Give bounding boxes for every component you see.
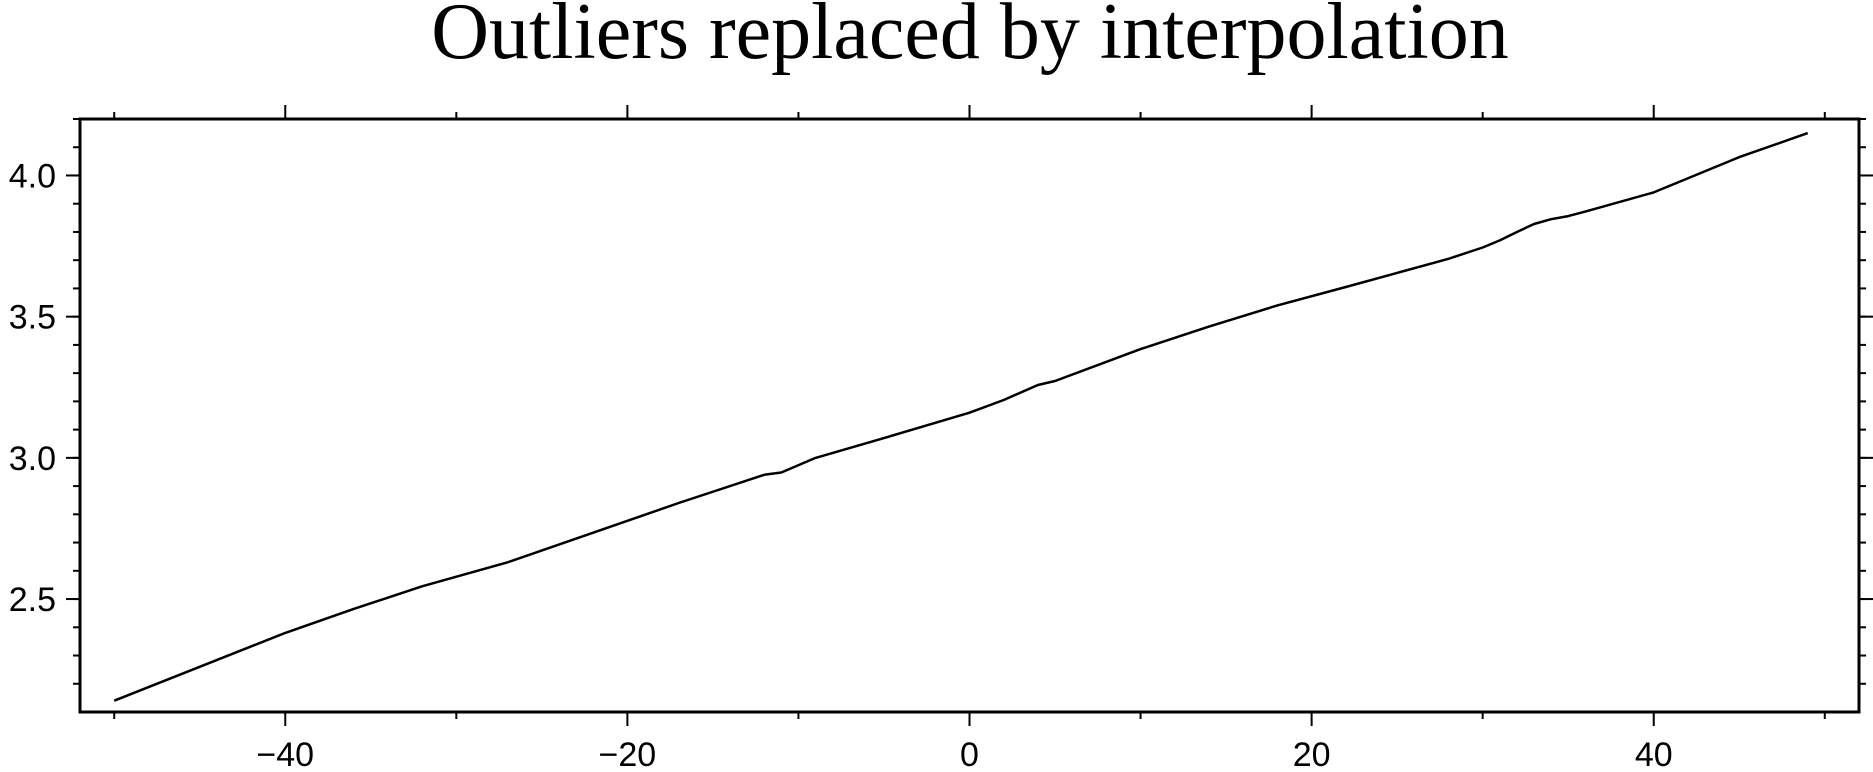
x-tick-label: −40 bbox=[256, 736, 314, 767]
axis-ticks bbox=[66, 105, 1873, 726]
chart-title: Outliers replaced by interpolation bbox=[431, 0, 1508, 76]
y-tick-label: 2.5 bbox=[9, 581, 56, 619]
x-tick-label: −20 bbox=[599, 736, 657, 767]
series-line bbox=[113, 131, 1809, 702]
plot-frame bbox=[78, 117, 1861, 714]
x-tick-label: 40 bbox=[1635, 736, 1673, 767]
x-tick-label: 20 bbox=[1293, 736, 1331, 767]
tick-labels: −40 −20 0 20 40 2.5 3.0 3.5 4.0 bbox=[9, 157, 1673, 772]
y-tick-label: 3.0 bbox=[9, 440, 56, 478]
y-tick-label: 3.5 bbox=[9, 299, 56, 337]
series-layer bbox=[113, 131, 1809, 702]
x-tick-label: 0 bbox=[960, 736, 979, 767]
y-tick-label: 4.0 bbox=[9, 157, 56, 195]
